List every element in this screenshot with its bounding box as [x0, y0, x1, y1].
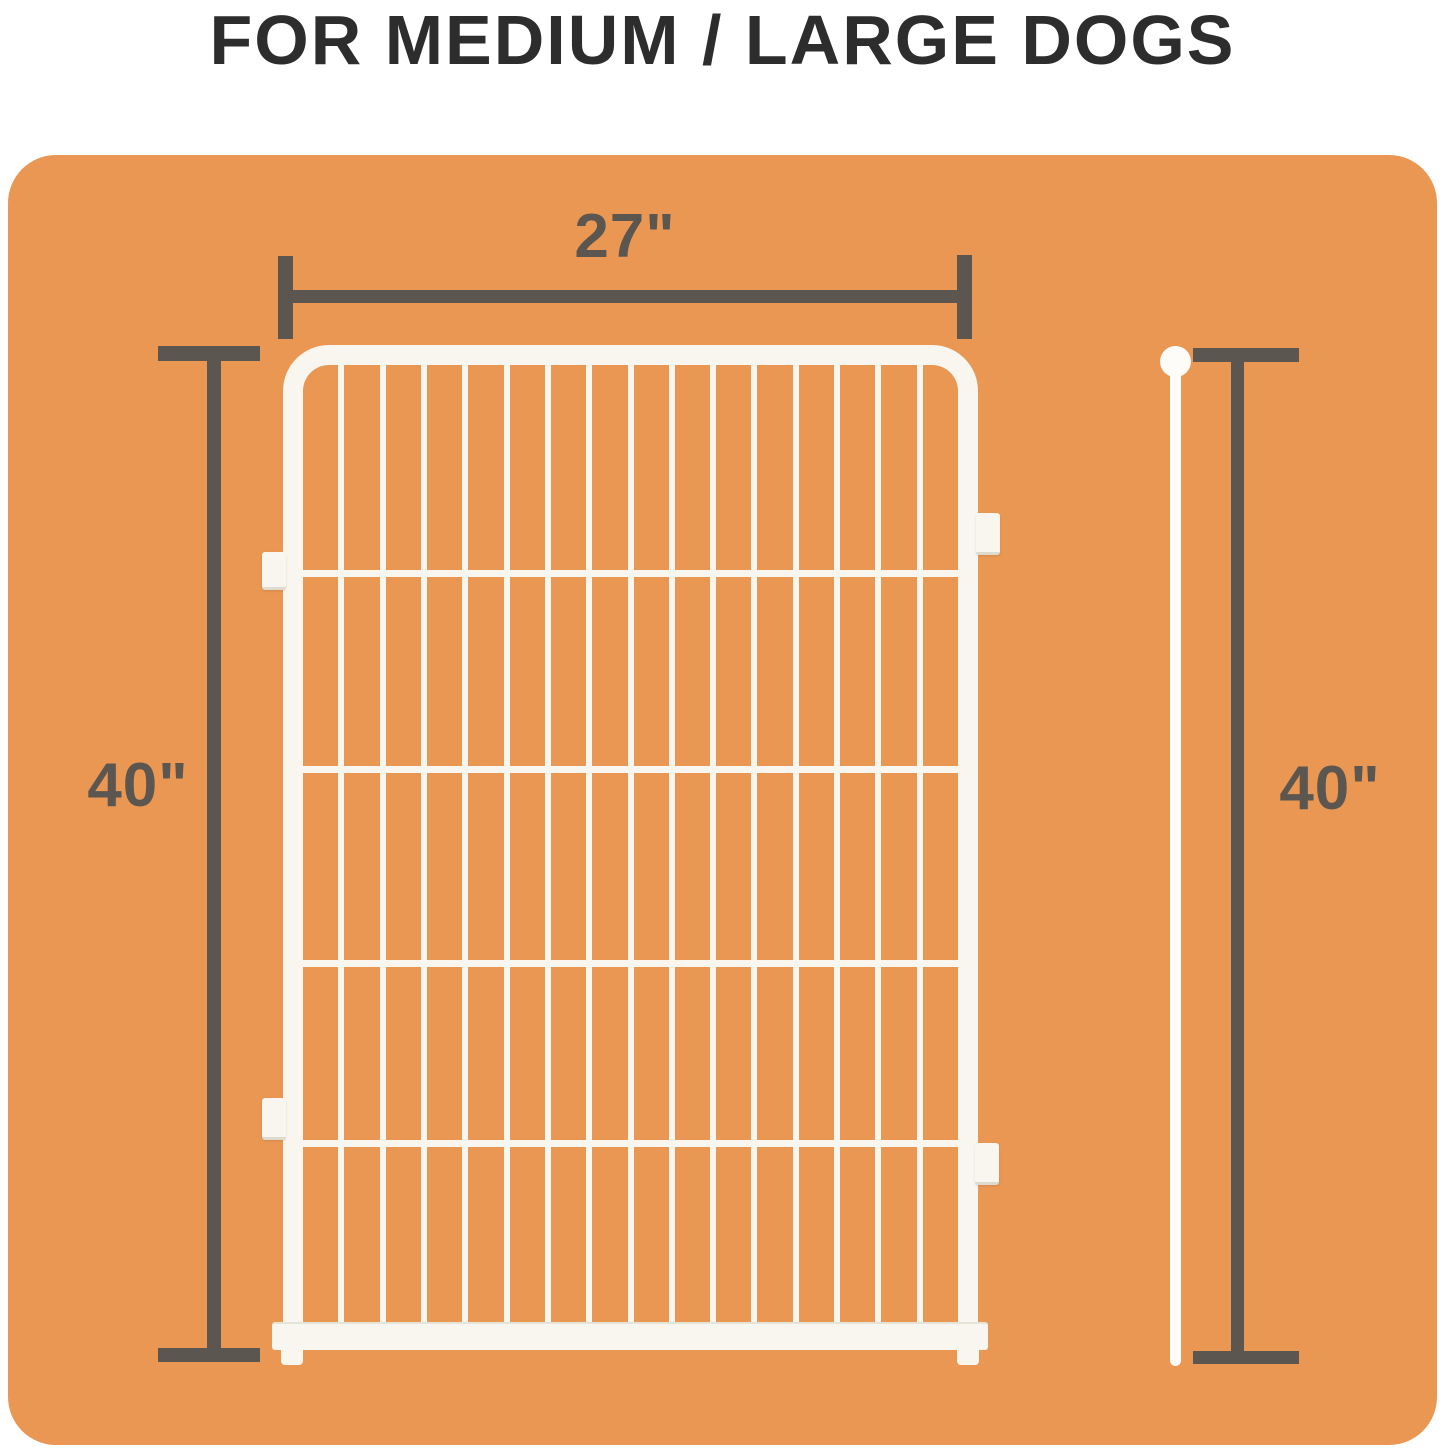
fence-vertical-bar — [875, 365, 882, 1322]
fence-vertical-bar — [627, 365, 634, 1322]
width-dimension-left-cap — [278, 256, 293, 339]
fence-vertical-bar — [462, 365, 469, 1322]
left-height-dimension-top-cap — [158, 346, 260, 361]
fence-clip-left-upper — [262, 552, 286, 590]
page-title: FOR MEDIUM / LARGE DOGS — [209, 1, 1236, 79]
left-height-dimension-line — [207, 346, 221, 1362]
fence-clip-left-lower — [262, 1098, 286, 1140]
fence-vertical-bar — [420, 365, 427, 1322]
fence-clip-right-upper — [976, 513, 1000, 555]
left-height-dimension-label: 40" — [87, 751, 189, 820]
right-height-dimension-line — [1231, 348, 1244, 1364]
fence-vertical-bar — [751, 365, 758, 1322]
right-height-dimension-bottom-cap — [1193, 1351, 1299, 1364]
fence-vertical-bar — [668, 365, 675, 1322]
width-dimension-line — [285, 290, 965, 303]
fence-vertical-bar — [792, 365, 799, 1322]
fence-frame — [283, 345, 978, 1322]
right-height-dimension-top-cap — [1193, 348, 1299, 362]
fence-vertical-bar — [586, 365, 593, 1322]
fence-horizontal-wire — [303, 766, 958, 773]
fence-vertical-bar — [544, 365, 551, 1322]
fence-horizontal-wire — [303, 1140, 958, 1147]
left-height-dimension-bottom-cap — [158, 1348, 260, 1362]
fence-clip-right-lower — [975, 1143, 999, 1185]
fence-right-leg — [957, 1350, 979, 1365]
fence-bottom-foot-bar — [272, 1322, 988, 1350]
fence-vertical-bar — [338, 365, 345, 1322]
fence-left-leg — [281, 1350, 303, 1365]
fence-horizontal-wire — [303, 960, 958, 967]
fence-vertical-bar — [379, 365, 386, 1322]
height-reference-pole — [1170, 360, 1181, 1366]
fence-vertical-bar — [834, 365, 841, 1322]
fence-vertical-bar — [503, 365, 510, 1322]
fence-vertical-bars — [303, 365, 958, 1322]
fence-vertical-bar — [916, 365, 923, 1322]
right-height-dimension-label: 40" — [1279, 754, 1381, 823]
width-dimension-right-cap — [957, 255, 972, 339]
fence-vertical-bar — [710, 365, 717, 1322]
width-dimension-label: 27" — [574, 202, 676, 271]
fence-horizontal-wire — [303, 570, 958, 577]
orange-background-card: 27" 40" 40" — [8, 155, 1437, 1445]
fence-horizontal-wires — [303, 365, 958, 1322]
